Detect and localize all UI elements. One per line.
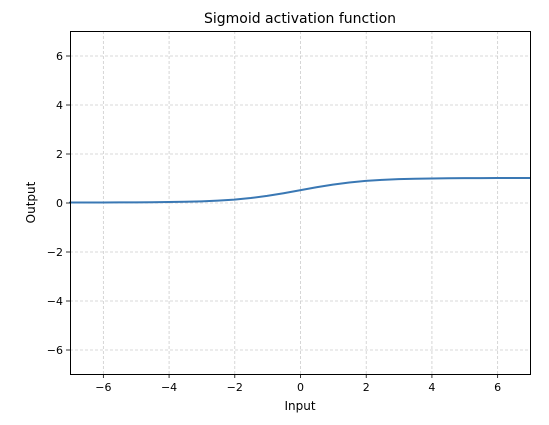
y-tick-label: 2 bbox=[56, 148, 63, 161]
x-tick-label: 0 bbox=[297, 381, 304, 394]
y-tick-label: −4 bbox=[47, 295, 63, 308]
x-axis-label: Input bbox=[284, 399, 315, 413]
x-tick-label: 2 bbox=[363, 381, 370, 394]
x-tick-label: −4 bbox=[161, 381, 177, 394]
series-line bbox=[69, 177, 531, 204]
grid bbox=[70, 31, 530, 374]
plot-area bbox=[69, 177, 531, 204]
x-tick-label: 6 bbox=[494, 381, 501, 394]
y-tick-label: 6 bbox=[56, 50, 63, 63]
y-tick-label: 0 bbox=[56, 197, 63, 210]
y-axis-label: Output bbox=[24, 181, 38, 223]
x-tick-label: −2 bbox=[227, 381, 243, 394]
y-axis-ticks: −6 −4 −2 0 2 4 6 bbox=[47, 50, 70, 357]
chart-title: Sigmoid activation function bbox=[204, 11, 396, 27]
x-tick-label: −6 bbox=[95, 381, 111, 394]
y-tick-label: 4 bbox=[56, 99, 63, 112]
x-axis-ticks: −6 −4 −2 0 2 4 6 bbox=[95, 374, 501, 394]
y-tick-label: −2 bbox=[47, 246, 63, 259]
y-tick-label: −6 bbox=[47, 344, 63, 357]
x-tick-label: 4 bbox=[428, 381, 435, 394]
